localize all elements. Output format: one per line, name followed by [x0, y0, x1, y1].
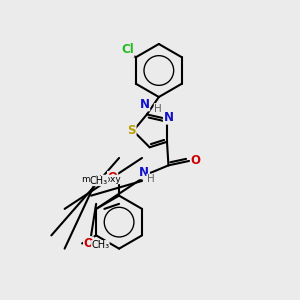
Text: N: N — [139, 166, 149, 178]
Text: CH₃: CH₃ — [91, 240, 110, 250]
Text: CH₃: CH₃ — [90, 176, 108, 186]
Text: methoxy: methoxy — [81, 175, 121, 184]
Text: H: H — [154, 104, 162, 114]
Text: N: N — [140, 98, 150, 111]
Text: S: S — [128, 124, 136, 137]
Text: H: H — [147, 174, 155, 184]
Text: O: O — [84, 237, 94, 250]
Text: O: O — [190, 154, 201, 167]
Text: O: O — [108, 172, 118, 184]
Text: N: N — [164, 111, 173, 124]
Text: Cl: Cl — [121, 44, 134, 56]
